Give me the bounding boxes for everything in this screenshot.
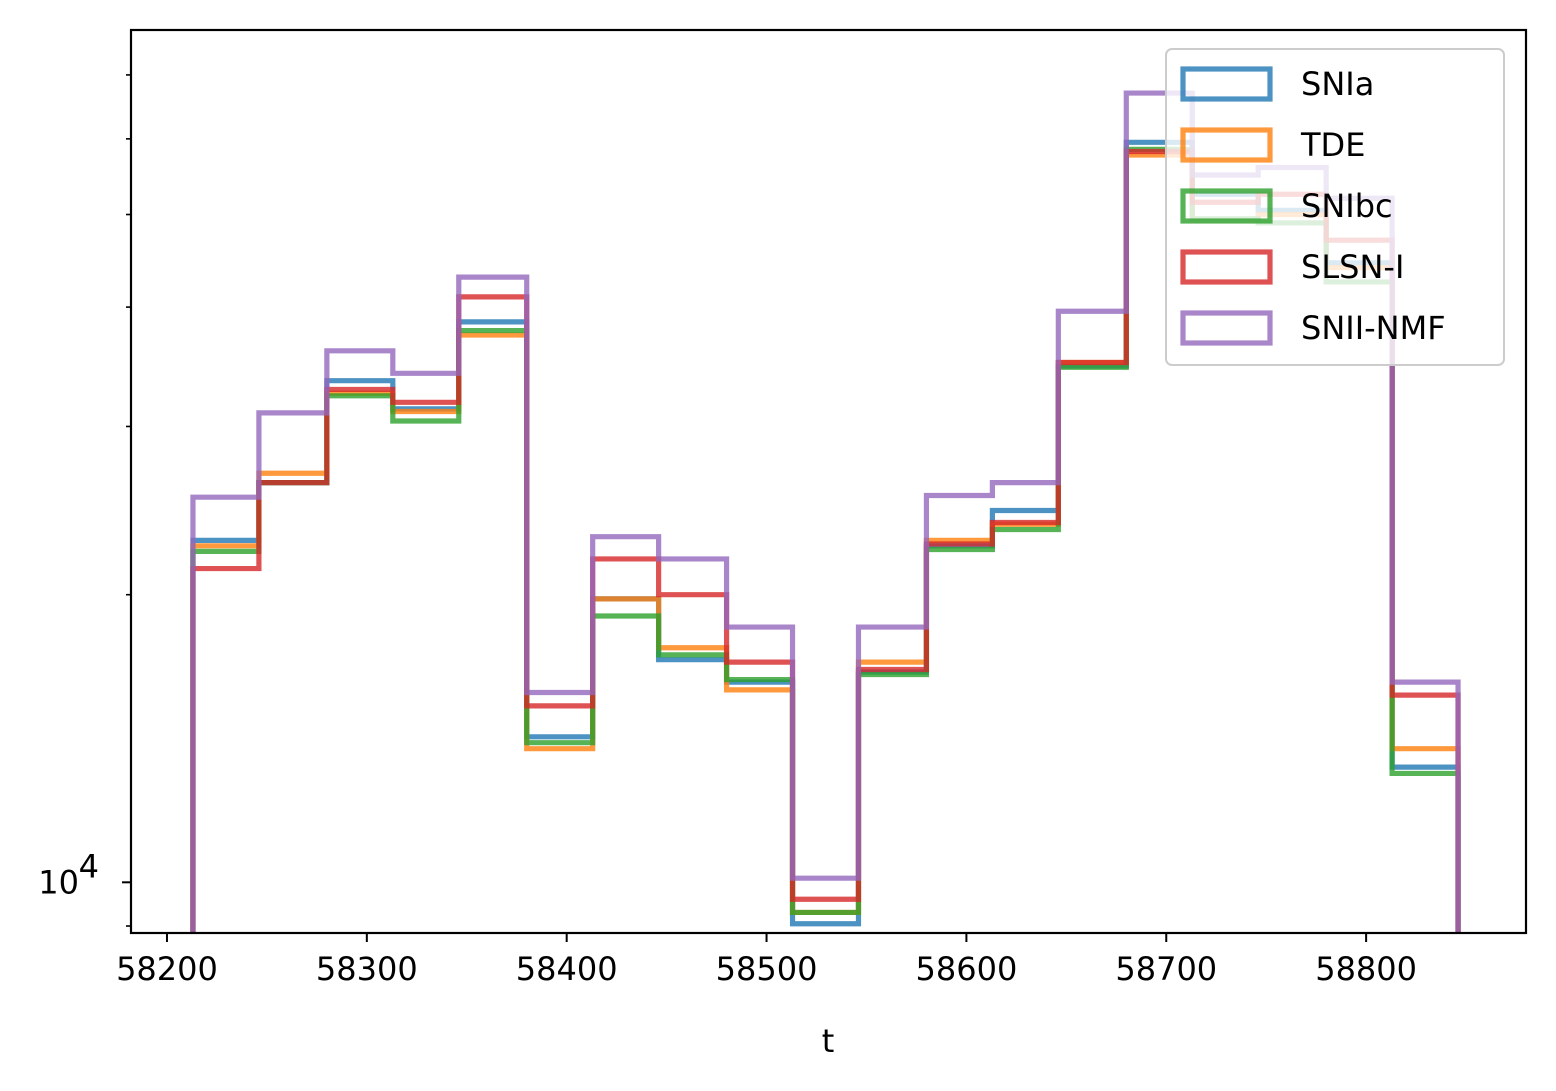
x-axis: 58200 58300 58400 58500 58600 58700 58800 [116, 933, 1417, 988]
x-tick-label: 58800 [1315, 950, 1417, 988]
legend: SNIa TDE SNIbc SLSN-I SNII-NMF [1165, 48, 1505, 366]
legend-label-slsn-i: SLSN-I [1301, 248, 1404, 286]
legend-swatch-snibc [1180, 188, 1273, 224]
x-tick-label: 58600 [916, 950, 1018, 988]
x-tick-label: 58400 [516, 950, 618, 988]
y-axis: 10 4 [38, 74, 131, 927]
x-tick-label: 58500 [716, 950, 818, 988]
x-tick-label: 58200 [116, 950, 218, 988]
legend-label-snibc: SNIbc [1301, 187, 1393, 225]
legend-swatch-snia [1180, 66, 1273, 102]
x-axis-label: t [822, 1022, 835, 1060]
legend-label-snia: SNIa [1301, 65, 1374, 103]
legend-swatch-slsn-i [1180, 249, 1273, 285]
plot-frame [129, 28, 1528, 935]
legend-label-snii-nmf: SNII-NMF [1301, 309, 1446, 347]
legend-swatch-tde [1180, 127, 1273, 163]
y-tick-label: 10 [38, 863, 79, 901]
legend-label-tde: TDE [1300, 126, 1365, 164]
x-tick-label: 58700 [1115, 950, 1217, 988]
x-tick-label: 58300 [316, 950, 418, 988]
legend-swatch-snii-nmf [1180, 310, 1273, 346]
y-tick-label-exponent: 4 [79, 847, 99, 885]
